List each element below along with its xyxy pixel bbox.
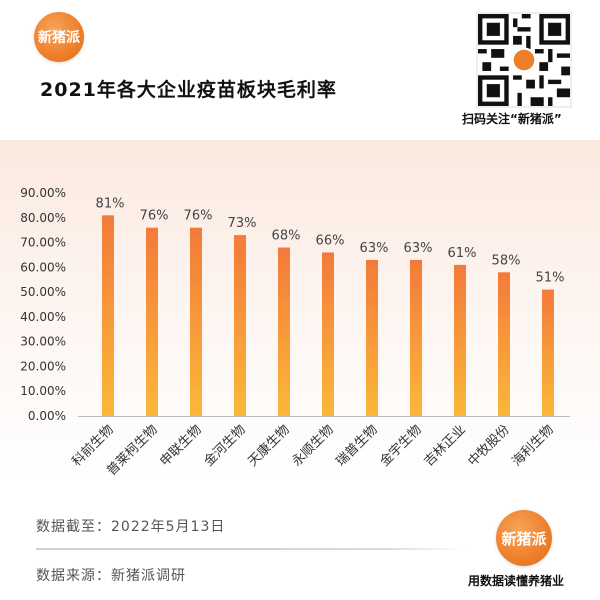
data-date-note: 数据截至：2022年5月13日 [36, 519, 226, 535]
x-tick-label: 申联生物 [157, 422, 204, 469]
bar [190, 227, 202, 416]
data-label: 76% [140, 209, 169, 224]
x-tick-label: 金宇生物 [377, 422, 425, 470]
bar [410, 259, 422, 416]
y-tick-label: 0.00% [28, 409, 66, 423]
brand-slogan: 用数据读懂养猪业 [468, 574, 565, 588]
x-tick-label: 金河生物 [201, 422, 249, 470]
bar [102, 215, 114, 416]
chart-title: 2021年各大企业疫苗板块毛利率 [40, 79, 337, 101]
y-tick-label: 50.00% [20, 285, 66, 299]
data-label: 66% [316, 233, 345, 248]
y-tick-label: 60.00% [20, 260, 66, 274]
data-label: 81% [96, 196, 125, 211]
y-tick-label: 40.00% [20, 310, 66, 324]
data-label: 68% [272, 229, 301, 244]
y-tick-label: 20.00% [20, 359, 66, 373]
bar [454, 264, 466, 416]
footer-divider [36, 548, 466, 550]
y-tick-label: 30.00% [20, 335, 66, 349]
bar [498, 272, 510, 416]
data-label: 58% [492, 253, 521, 268]
bar [234, 235, 246, 416]
data-label: 61% [448, 246, 477, 261]
x-tick-label: 吉林正业 [421, 422, 468, 469]
x-tick-label: 中牧股份 [465, 422, 512, 469]
bar [366, 259, 378, 416]
qr-code [476, 12, 572, 108]
qr-caption: 扫码关注“新猪派” [462, 112, 562, 126]
x-tick-label: 瑞普生物 [333, 422, 380, 469]
x-tick-label: 永顺生物 [289, 422, 336, 469]
y-tick-label: 80.00% [20, 211, 66, 225]
y-tick-label: 10.00% [20, 384, 66, 398]
data-label: 51% [536, 271, 565, 286]
bar [278, 247, 290, 416]
data-label: 76% [184, 209, 213, 224]
y-tick-label: 90.00% [20, 186, 66, 200]
bar [322, 252, 334, 416]
bar [146, 227, 158, 416]
data-label: 63% [404, 241, 433, 256]
data-source-note: 数据来源：新猪派调研 [36, 568, 186, 584]
bar-chart: 0.00% 10.00% 20.00% 30.00% 40.00% 50.00% 60.00… [20, 186, 570, 479]
x-tick-label: 天康生物 [245, 422, 293, 470]
x-tick-label: 海利生物 [509, 422, 556, 469]
brand-logo-bottom: 新猪派 [496, 510, 552, 566]
y-tick-label: 70.00% [20, 236, 66, 250]
brand-logo: 新猪派 [34, 12, 84, 62]
data-label: 63% [360, 241, 389, 256]
bar [542, 289, 554, 416]
data-label: 73% [228, 216, 257, 231]
